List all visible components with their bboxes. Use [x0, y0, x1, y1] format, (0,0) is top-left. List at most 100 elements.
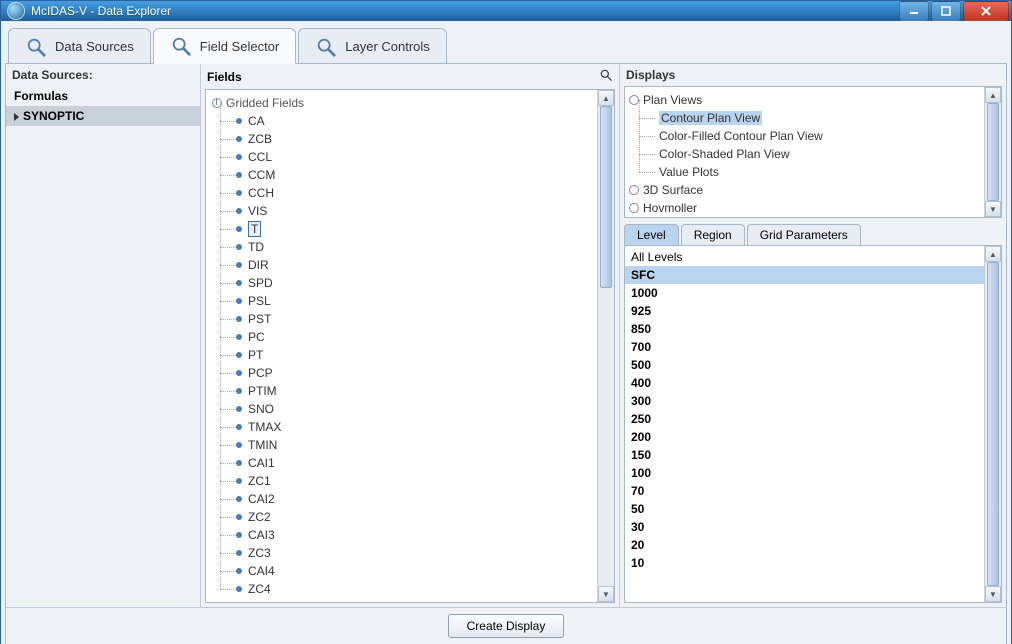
level-item[interactable]: 300 — [625, 392, 984, 410]
field-label: VIS — [248, 204, 267, 218]
field-item[interactable]: VIS — [232, 202, 597, 220]
field-label: ZC1 — [248, 474, 271, 488]
bullet-icon — [236, 244, 242, 250]
display-group[interactable]: Hovmoller — [627, 199, 982, 217]
field-label: CAI3 — [248, 528, 275, 542]
level-item[interactable]: 1000 — [625, 284, 984, 302]
scroll-down-button[interactable]: ▼ — [985, 201, 1001, 217]
field-item[interactable]: CAI2 — [232, 490, 597, 508]
level-item[interactable]: 200 — [625, 428, 984, 446]
display-item[interactable]: Value Plots — [657, 163, 982, 181]
field-item[interactable]: CA — [232, 112, 597, 130]
close-button[interactable] — [963, 1, 1009, 21]
field-item[interactable]: CAI3 — [232, 526, 597, 544]
scroll-up-button[interactable]: ▲ — [598, 90, 614, 106]
level-item[interactable]: 925 — [625, 302, 984, 320]
fields-scrollbar[interactable]: ▲ ▼ — [597, 90, 614, 602]
field-item[interactable]: CAI4 — [232, 562, 597, 580]
bullet-icon — [236, 442, 242, 448]
field-item[interactable]: ZC2 — [232, 508, 597, 526]
field-item[interactable]: SPD — [232, 274, 597, 292]
field-label: PT — [248, 348, 263, 362]
field-item[interactable]: PTIM — [232, 382, 597, 400]
data-source-item[interactable]: Formulas — [6, 86, 200, 106]
displays-tree[interactable]: Plan Views Contour Plan View Color-Filled … — [625, 87, 984, 217]
sub-tab[interactable]: Level — [624, 224, 679, 245]
create-display-button[interactable]: Create Display — [448, 614, 565, 638]
field-item[interactable]: PCP — [232, 364, 597, 382]
level-item[interactable]: 500 — [625, 356, 984, 374]
level-item[interactable]: 150 — [625, 446, 984, 464]
search-icon[interactable] — [599, 68, 613, 85]
bullet-icon — [236, 370, 242, 376]
field-label: CAI2 — [248, 492, 275, 506]
level-item[interactable]: 400 — [625, 374, 984, 392]
level-item[interactable]: 850 — [625, 320, 984, 338]
displays-scrollbar[interactable]: ▲ ▼ — [984, 87, 1001, 217]
tab-data-sources[interactable]: Data Sources — [8, 28, 151, 64]
display-label: Contour Plan View — [659, 111, 762, 125]
level-item[interactable]: SFC — [625, 266, 984, 284]
close-icon — [981, 6, 991, 16]
minimize-button[interactable] — [899, 1, 929, 21]
data-source-item[interactable]: SYNOPTIC — [6, 106, 200, 126]
levels-scrollbar[interactable]: ▲ ▼ — [984, 246, 1001, 602]
field-item[interactable]: ZC4 — [232, 580, 597, 598]
level-item[interactable]: 20 — [625, 536, 984, 554]
maximize-button[interactable] — [931, 1, 961, 21]
display-group[interactable]: Plan Views — [627, 91, 982, 109]
client-area: Data Sources Field Selector Layer Contro… — [1, 21, 1011, 644]
field-item[interactable]: PC — [232, 328, 597, 346]
data-sources-list: FormulasSYNOPTIC — [6, 86, 200, 607]
level-item[interactable]: 10 — [625, 554, 984, 572]
field-item[interactable]: CCL — [232, 148, 597, 166]
display-item[interactable]: Contour Plan View — [657, 109, 982, 127]
field-item[interactable]: PT — [232, 346, 597, 364]
field-item[interactable]: CCH — [232, 184, 597, 202]
field-item[interactable]: T — [232, 220, 597, 238]
scroll-thumb[interactable] — [600, 106, 612, 288]
field-item[interactable]: DIR — [232, 256, 597, 274]
field-item[interactable]: ZC3 — [232, 544, 597, 562]
bullet-icon — [236, 118, 242, 124]
level-item[interactable]: 100 — [625, 464, 984, 482]
display-item[interactable]: Color-Filled Contour Plan View — [657, 127, 982, 145]
scroll-up-button[interactable]: ▲ — [985, 246, 1001, 262]
levels-header[interactable]: All Levels — [625, 248, 984, 266]
field-item[interactable]: SNO — [232, 400, 597, 418]
field-item[interactable]: ZCB — [232, 130, 597, 148]
scroll-up-button[interactable]: ▲ — [985, 87, 1001, 103]
level-item[interactable]: 30 — [625, 518, 984, 536]
field-item[interactable]: CAI1 — [232, 454, 597, 472]
scroll-thumb[interactable] — [987, 103, 999, 201]
field-label: ZC4 — [248, 582, 271, 596]
sub-tab[interactable]: Grid Parameters — [747, 224, 861, 245]
scroll-thumb[interactable] — [987, 262, 999, 586]
fields-root-node[interactable]: Gridded Fields — [210, 94, 597, 112]
field-item[interactable]: PST — [232, 310, 597, 328]
tab-field-selector[interactable]: Field Selector — [153, 28, 296, 64]
scroll-down-button[interactable]: ▼ — [985, 586, 1001, 602]
display-group[interactable]: 3D Surface — [627, 181, 982, 199]
bullet-icon — [236, 478, 242, 484]
field-label: PTIM — [248, 384, 277, 398]
levels-list[interactable]: All LevelsSFC100092585070050040030025020… — [625, 246, 984, 602]
field-item[interactable]: CCM — [232, 166, 597, 184]
field-label: CAI4 — [248, 564, 275, 578]
levels-container: All LevelsSFC100092585070050040030025020… — [624, 245, 1002, 603]
tab-layer-controls[interactable]: Layer Controls — [298, 28, 447, 64]
field-item[interactable]: PSL — [232, 292, 597, 310]
level-item[interactable]: 250 — [625, 410, 984, 428]
fields-tree[interactable]: Gridded Fields CAZCBCCLCCM CCH VIS TTDDIRSP… — [206, 90, 597, 602]
field-item[interactable]: TMIN — [232, 436, 597, 454]
field-item[interactable]: ZC1 — [232, 472, 597, 490]
field-item[interactable]: TMAX — [232, 418, 597, 436]
field-label: CCH — [248, 186, 274, 200]
level-item[interactable]: 700 — [625, 338, 984, 356]
field-item[interactable]: TD — [232, 238, 597, 256]
scroll-down-button[interactable]: ▼ — [598, 586, 614, 602]
display-item[interactable]: Color-Shaded Plan View — [657, 145, 982, 163]
sub-tab[interactable]: Region — [681, 224, 745, 245]
level-item[interactable]: 50 — [625, 500, 984, 518]
level-item[interactable]: 70 — [625, 482, 984, 500]
